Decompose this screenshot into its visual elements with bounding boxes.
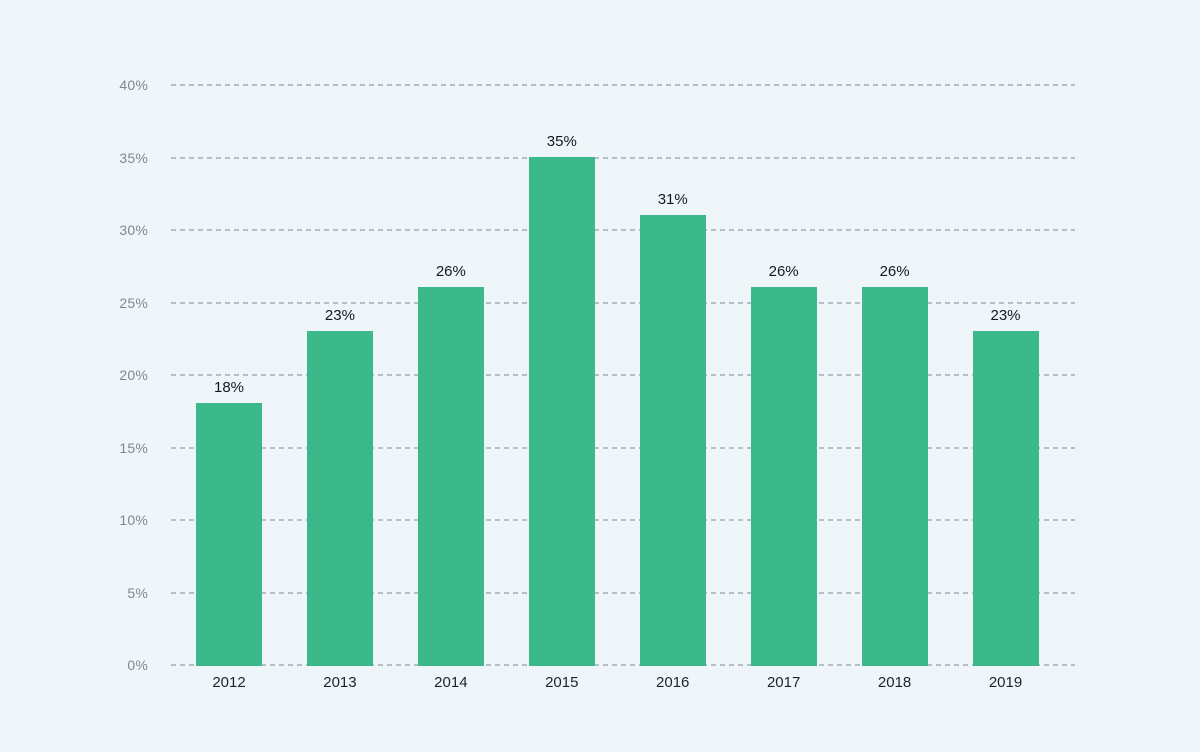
x-axis-category-label: 2016 [656, 674, 690, 691]
y-axis-tick-label: 0% [127, 657, 148, 673]
x-axis-category-label: 2018 [877, 674, 912, 691]
bar-2012 [196, 403, 262, 666]
bar-value-label: 26% [435, 263, 466, 280]
bar-value-label: 23% [990, 306, 1021, 324]
bar-2015 [528, 156, 595, 666]
y-axis-tick-label: 10% [119, 512, 148, 528]
bar-value-label: 26% [768, 263, 799, 280]
y-axis-tick-label: 35% [119, 149, 148, 166]
bar-2017 [750, 287, 817, 666]
bar-2014 [417, 287, 484, 666]
bar-2018 [861, 287, 928, 666]
gridline-15% [171, 446, 1075, 449]
bar-2019 [972, 330, 1039, 666]
gridline-10% [171, 519, 1075, 521]
gridline-25% [171, 301, 1075, 304]
gridline-35% [171, 156, 1075, 159]
gridline-5% [171, 591, 1075, 594]
bar-2013 [306, 330, 373, 666]
y-axis-tick-label: 5% [127, 584, 148, 601]
bar-value-label: 31% [657, 190, 688, 208]
x-axis-category-label: 2017 [766, 674, 801, 691]
bar-value-label: 35% [546, 132, 577, 150]
bar-value-label: 23% [324, 306, 355, 324]
x-axis-category-label: 2014 [434, 674, 468, 691]
y-axis-tick-label: 15% [119, 439, 148, 456]
gridline-30% [171, 229, 1075, 231]
bar-2016 [639, 214, 706, 666]
y-axis-tick-label: 30% [119, 222, 148, 238]
x-axis-category-label: 2015 [545, 674, 579, 691]
bar-value-label: 26% [879, 263, 910, 280]
gridline-40% [171, 84, 1075, 86]
gridline-20% [171, 374, 1075, 376]
x-axis-category-label: 2019 [988, 674, 1023, 691]
x-axis-category-label: 2013 [323, 674, 357, 691]
x-axis-category-label: 2012 [212, 674, 246, 691]
y-axis-tick-label: 25% [119, 294, 148, 311]
y-axis-tick-label: 20% [119, 367, 148, 383]
y-axis-tick-label: 40% [119, 77, 148, 93]
gridline-0% [171, 664, 1075, 666]
bar-value-label: 18% [213, 379, 245, 396]
